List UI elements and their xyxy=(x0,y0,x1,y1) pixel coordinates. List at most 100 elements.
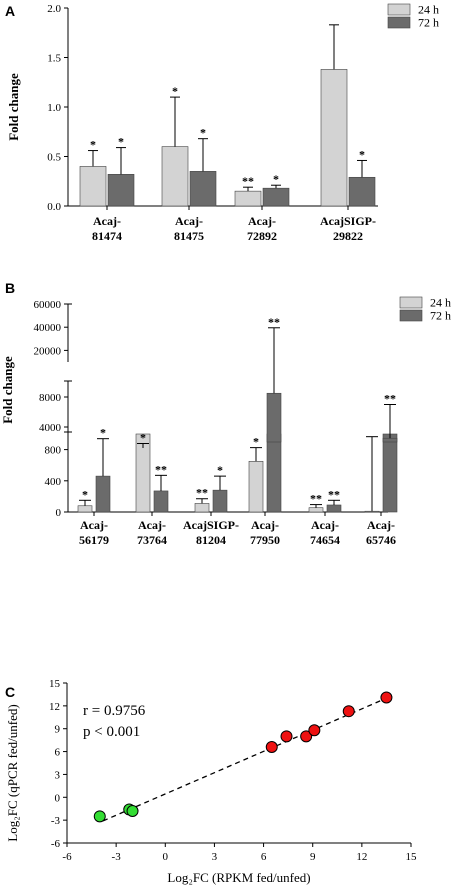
panel-a-category-label: 72892 xyxy=(247,229,277,243)
panel-a-category-label: Acaj- xyxy=(248,214,276,228)
panel-a-legend-swatch xyxy=(387,16,411,29)
panel-b-bar xyxy=(266,392,282,443)
panel-a-bar xyxy=(262,187,290,207)
panel-a-significance: ** xyxy=(242,174,254,188)
panel-b-y-axis-label: Fold change xyxy=(0,356,15,424)
panel-b-significance: ** xyxy=(268,315,280,329)
panel-b-significance: ** xyxy=(155,462,167,476)
panel-c-r-value: r = 0.9756 xyxy=(83,703,146,719)
panel-b-label: B xyxy=(5,280,15,296)
panel-a-y-tick-label: 0.5 xyxy=(47,152,61,164)
panel-a-category-label: 81474 xyxy=(92,229,122,243)
panel-b-y-tick-label: 400 xyxy=(45,476,62,488)
panel-a-bar xyxy=(320,69,348,207)
panel-b-significance: * xyxy=(217,463,223,477)
panel-c-regression-line xyxy=(102,696,389,822)
panel-c-y-tick-label: 9 xyxy=(55,724,61,736)
panel-c-y-tick-label: -6 xyxy=(51,838,61,850)
panel-c-point-downregulated xyxy=(126,805,139,817)
panel-b-bar xyxy=(153,490,169,513)
panel-a-label: A xyxy=(5,3,15,19)
panel-b-significance: ** xyxy=(384,392,396,406)
panel-a-significance: * xyxy=(273,172,279,186)
panel-b-significance: ** xyxy=(328,487,340,501)
panel-c-y-axis-label: Log₂FC (qPCR fed/unfed) xyxy=(5,704,20,841)
panel-b-legend-swatch xyxy=(399,296,423,309)
panel-b-significance: * xyxy=(253,435,259,449)
panel-b-category-label: Acaj- xyxy=(80,518,108,532)
panel-b-category-label: 65746 xyxy=(366,533,396,547)
panel-c-y-tick-label: 0 xyxy=(55,792,61,804)
panel-a-significance: * xyxy=(118,135,124,149)
panel-c-x-tick-label: 6 xyxy=(261,851,267,863)
panel-a-significance: * xyxy=(359,147,365,161)
panel-a-significance: * xyxy=(90,138,96,152)
panel-b-category-label: AcajSIGP- xyxy=(183,518,239,532)
panel-a-significance: * xyxy=(172,84,178,98)
panel-b-y-tick-label: 4000 xyxy=(39,422,62,434)
panel-c-point-downregulated xyxy=(93,810,106,823)
panel-b-significance: * xyxy=(140,431,146,445)
panel-b-legend-label: 72 h xyxy=(430,309,451,323)
panel-c-x-axis-label: Log₂FC (RPKM fed/unfed) xyxy=(167,870,310,885)
panel-c-point-upregulated xyxy=(380,691,393,704)
panel-a-legend-swatch xyxy=(387,3,411,16)
panel-b-category-label: Acaj- xyxy=(138,518,166,532)
panel-c-x-tick-label: 12 xyxy=(356,851,367,863)
panel-c-x-tick-label: 3 xyxy=(212,851,218,863)
panel-a-y-tick-label: 0.0 xyxy=(47,201,61,213)
panel-b-bar xyxy=(212,489,228,513)
panel-c-point-upregulated xyxy=(308,724,321,737)
panel-a-category-label: 29822 xyxy=(333,229,363,243)
panel-c-y-tick-label: -3 xyxy=(51,815,61,827)
panel-c-y-tick-label: 3 xyxy=(55,769,61,781)
panel-a-y-axis-label: Fold change xyxy=(6,73,21,141)
panel-a-category-label: AcajSIGP- xyxy=(320,214,376,228)
panel-a-bar xyxy=(189,171,217,207)
panel-c-p-value: p < 0.001 xyxy=(83,724,140,740)
panel-b-category-label: 77950 xyxy=(250,533,280,547)
panel-c-y-tick-label: 15 xyxy=(49,678,61,690)
panel-b-significance: * xyxy=(82,487,88,501)
panel-b-bar xyxy=(266,433,282,513)
panel-b-bar xyxy=(382,437,398,443)
panel-b-category-label: 81204 xyxy=(196,533,226,547)
panel-b-significance: * xyxy=(100,426,106,440)
panel-b-bar xyxy=(135,433,151,513)
panel-b-bar xyxy=(95,475,111,513)
panel-c-x-tick-label: 9 xyxy=(310,851,316,863)
panel-c-point-upregulated xyxy=(280,730,293,743)
panel-a-legend-label: 72 h xyxy=(418,16,439,30)
panel-a-bar xyxy=(161,146,189,207)
panel-c-x-tick-label: -6 xyxy=(62,851,72,863)
panel-a-y-tick-label: 2.0 xyxy=(47,3,61,15)
panel-b-bar xyxy=(77,505,93,513)
panel-a-bar xyxy=(79,166,107,207)
panel-a-bar xyxy=(107,174,135,207)
panel-b-category-label: Acaj- xyxy=(311,518,339,532)
panel-b-y-tick-label: 60000 xyxy=(34,299,62,311)
panel-c-x-tick-label: -3 xyxy=(112,851,122,863)
panel-b-bar xyxy=(308,507,324,513)
panel-b-significance: ** xyxy=(196,486,208,500)
panel-b-bar xyxy=(326,504,342,513)
panel-c-y-tick-label: 6 xyxy=(55,747,61,759)
panel-c-label: C xyxy=(5,684,15,700)
panel-b-legend-label: 24 h xyxy=(430,296,451,310)
panel-a-y-tick-label: 1.5 xyxy=(47,53,61,65)
panel-b-category-label: 56179 xyxy=(79,533,109,547)
panel-a-legend-label: 24 h xyxy=(418,3,439,17)
panel-c-y-tick-label: 12 xyxy=(49,701,60,713)
panel-c-x-tick-label: 0 xyxy=(163,851,169,863)
panel-c-point-upregulated xyxy=(342,705,355,718)
panel-a-y-tick-label: 1.0 xyxy=(47,102,61,114)
panel-c-point-upregulated xyxy=(265,741,278,753)
panel-b-category-label: 74654 xyxy=(310,533,340,547)
panel-b-bar xyxy=(382,433,398,513)
panel-b-y-tick-label: 8000 xyxy=(39,392,62,404)
panel-b-significance: ** xyxy=(310,492,322,506)
panel-b-y-tick-label: 20000 xyxy=(34,345,62,357)
panel-b-y-tick-label: 800 xyxy=(45,445,62,457)
panel-b-category-label: Acaj- xyxy=(367,518,395,532)
